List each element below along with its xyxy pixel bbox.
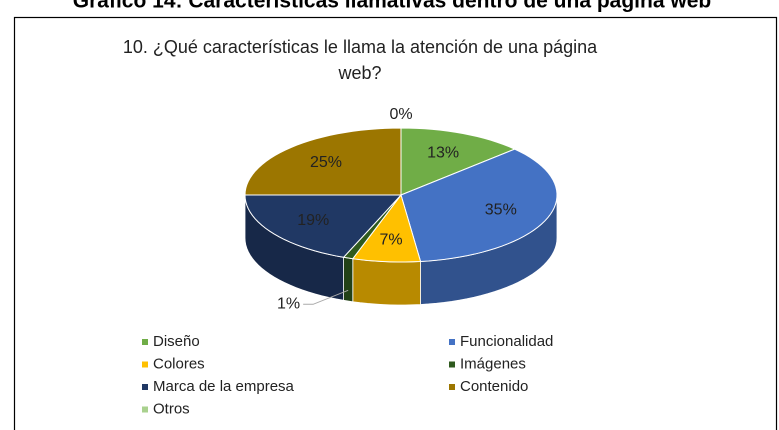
pie-slice [351, 193, 422, 263]
legend-marker [142, 406, 148, 413]
legend-marker [449, 339, 455, 345]
legend-marker [142, 361, 148, 368]
pie-slice-side [352, 258, 421, 306]
pie-slice [244, 127, 402, 196]
data-label: 35% [485, 202, 517, 219]
legend-marker [449, 361, 455, 368]
page-header: Gráfico 14: Características llamativas d… [73, 0, 711, 13]
data-label: 7% [379, 232, 402, 249]
legend-marker [142, 384, 148, 390]
data-label: 19% [297, 212, 329, 229]
pie-slice [244, 194, 403, 258]
chart-title: 10. ¿Qué características le llama la ate… [122, 37, 598, 83]
legend-label: Funcionalidad [460, 333, 553, 350]
legend-label: Marca de la empresa [153, 378, 295, 395]
data-label: 25% [310, 154, 342, 171]
chart-border [13, 16, 778, 430]
pie-slice [400, 148, 558, 262]
data-label: 13% [427, 144, 459, 161]
leader-line [303, 289, 349, 305]
legend-label: Otros [153, 400, 190, 417]
pie-slice-side [343, 256, 354, 303]
data-label: 1% [277, 296, 300, 313]
legend-marker [142, 339, 148, 345]
data-label: 0% [389, 106, 412, 123]
pie-slice [400, 127, 517, 196]
legend-label: Imágenes [460, 355, 526, 372]
legend-marker [449, 384, 455, 390]
legend-label: Contenido [460, 378, 528, 395]
legend-label: Colores [153, 355, 205, 372]
legend-label: Diseño [153, 333, 200, 350]
